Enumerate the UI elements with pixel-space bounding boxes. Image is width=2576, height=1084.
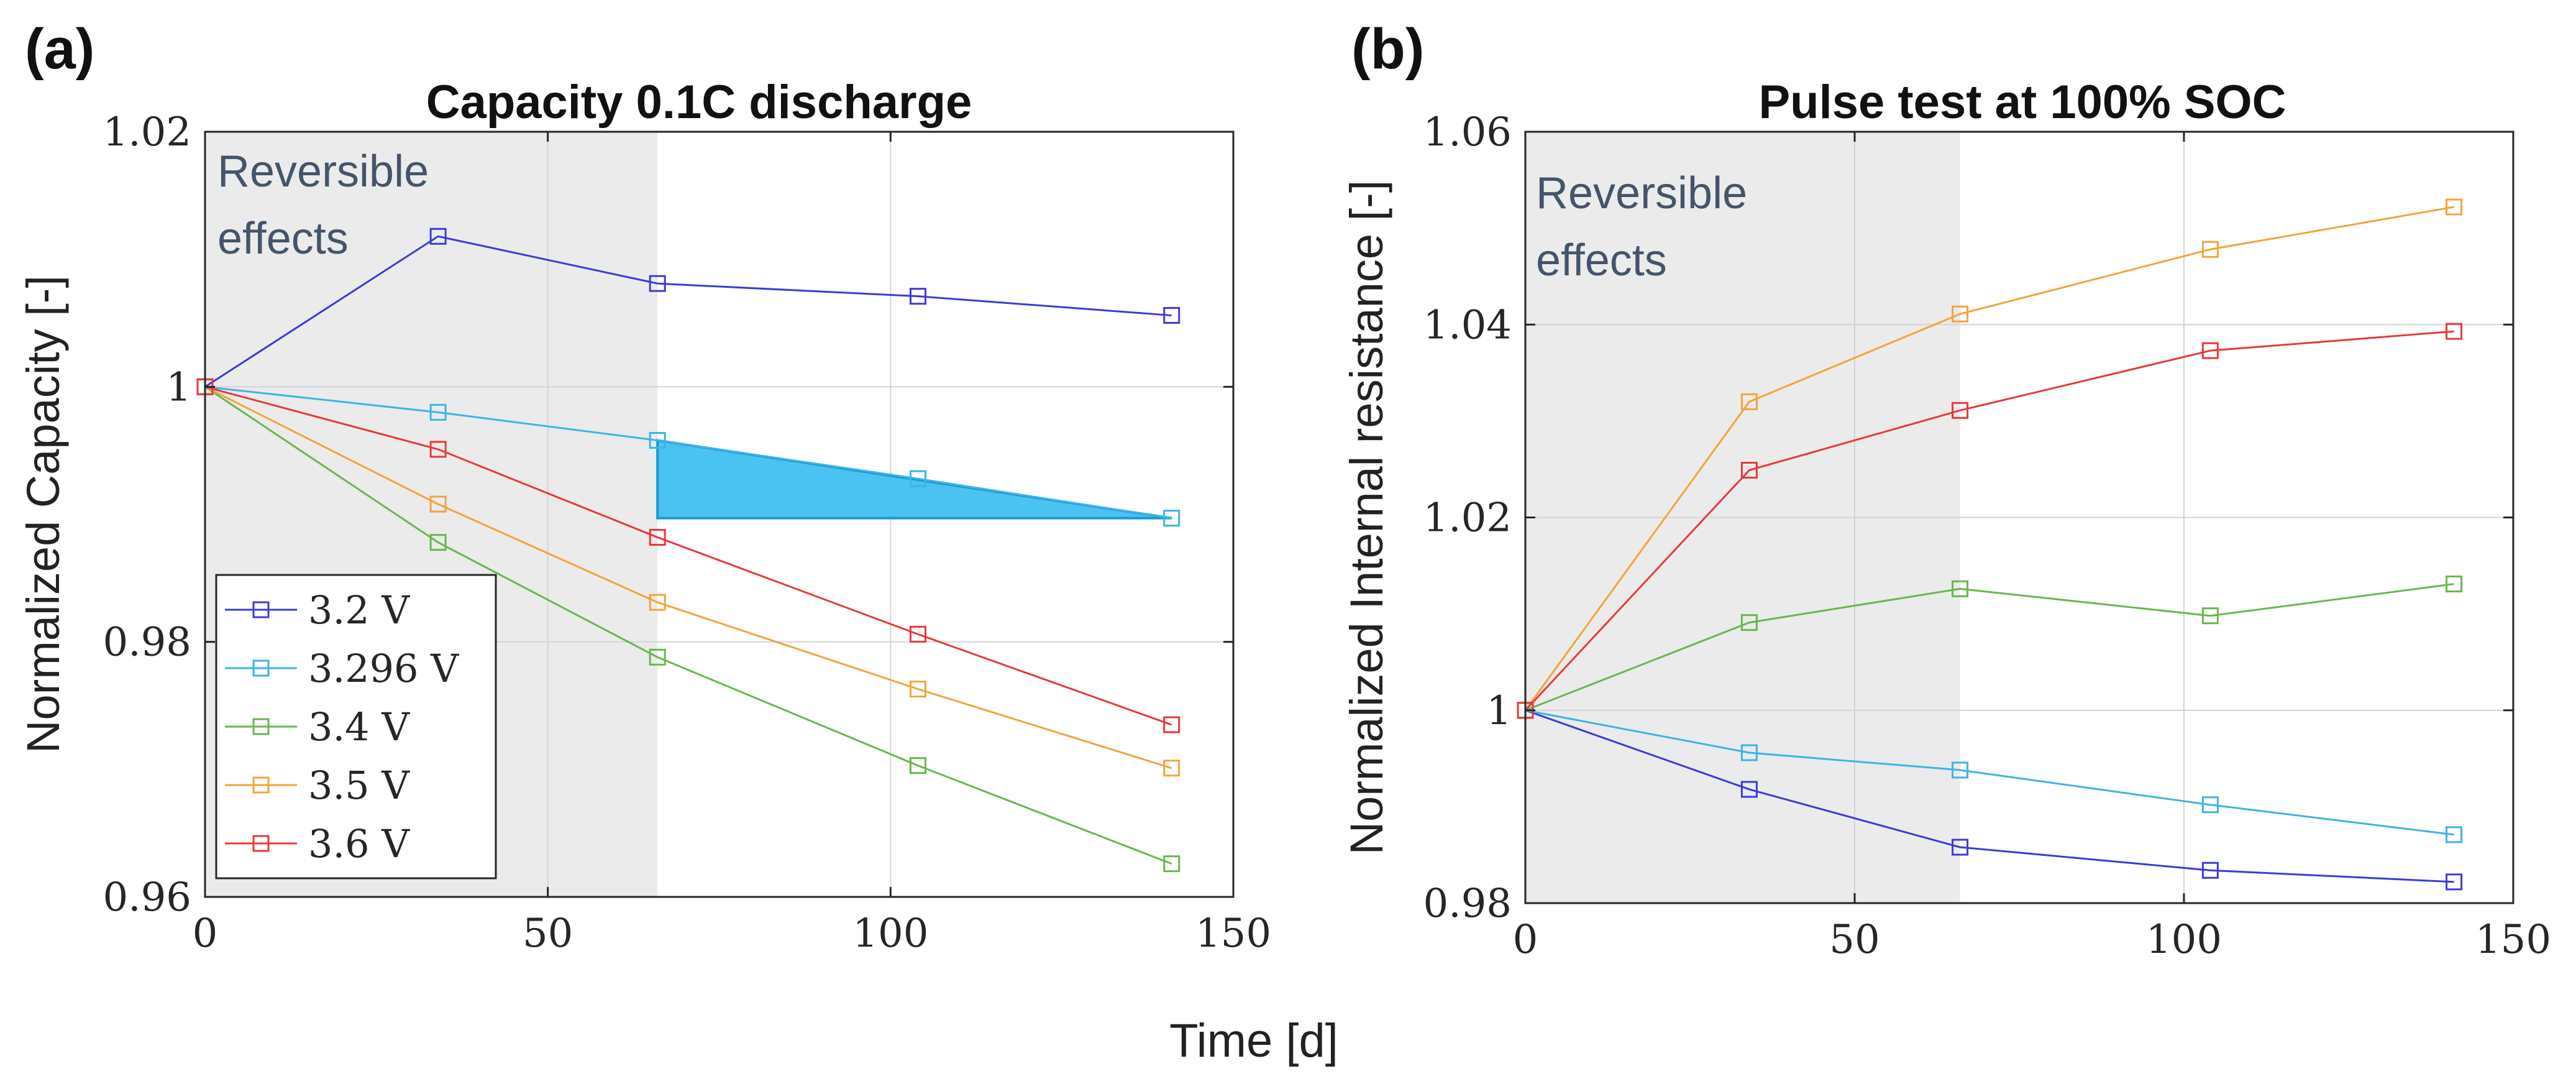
b-reversible-effects-label-line1: Reversible [1536, 168, 1747, 218]
a-data-point [1163, 760, 1181, 777]
panel-b: 0 50 100 150 0.98 1 1.02 1.04 1.06 (b) Pulse test … [1341, 17, 2551, 963]
legend-marker [252, 776, 270, 794]
a-y-tick-label: 1.02 [103, 109, 192, 155]
b-x-tick-label: 0 [1513, 917, 1538, 963]
a-data-point [649, 432, 666, 449]
b-reversible-effects-label-line2: effects [1536, 236, 1667, 285]
a-y-axis-label: Normalized Capacity [-] [17, 275, 69, 753]
a-data-point [649, 648, 666, 666]
legend-entry-label: 3.6 V [308, 821, 410, 866]
b-data-point [2201, 241, 2219, 258]
a-data-point [1163, 716, 1181, 733]
a-data-point [909, 470, 926, 487]
a-y-tick-label: 1 [166, 364, 191, 410]
legend-marker [252, 601, 270, 618]
a-data-point [649, 594, 666, 611]
a-data-point [429, 403, 447, 421]
a-data-point [1163, 306, 1181, 324]
b-data-point [2446, 198, 2463, 216]
b-data-point [1740, 461, 1758, 479]
a-reversible-effects-label-line1: Reversible [217, 147, 429, 196]
b-y-tick-label: 1 [1486, 688, 1512, 734]
a-data-point [909, 757, 926, 774]
b-chart-title: Pulse test at 100% SOC [1758, 76, 2286, 129]
b-x-tick-label: 150 [2475, 917, 2551, 963]
a-axes-box [204, 131, 1235, 898]
b-y-tick-label: 1.04 [1423, 302, 1512, 348]
a-data-point [429, 441, 447, 458]
b-y-tick-label: 0.98 [1423, 881, 1512, 927]
b-data-point [1740, 614, 1758, 632]
a-y-tick-label: 0.96 [103, 875, 192, 921]
b-data-point [2446, 323, 2463, 340]
a-y-tick-label: 0.98 [103, 620, 192, 666]
legend-marker [252, 718, 270, 735]
b-panel-label: (b) [1351, 17, 1424, 81]
a-x-tick-label: 150 [1195, 911, 1271, 957]
legend-marker [252, 659, 270, 677]
a-series-line [204, 385, 1172, 769]
a-data-point [429, 227, 447, 245]
a-data-point [649, 275, 666, 292]
b-data-point [1952, 580, 1969, 597]
a-reversible-effects-label-line2: effects [217, 214, 349, 264]
legend-entry-label: 3.2 V [308, 587, 410, 633]
legend-entry-label: 3.4 V [308, 704, 410, 750]
b-y-axis-label: Normalized Internal resistance [-] [1341, 180, 1392, 855]
a-series-line [204, 235, 1172, 388]
b-data-point [1740, 781, 1758, 798]
b-data-point [2201, 607, 2219, 625]
a-x-tick-label: 100 [852, 911, 928, 957]
legend-entry-label: 3.296 V [308, 646, 459, 691]
b-data-point [1740, 393, 1758, 410]
b-data-point [2446, 873, 2463, 891]
a-series-line [204, 385, 1172, 726]
b-data-point [2201, 861, 2219, 879]
b-y-tick-label: 1.06 [1423, 109, 1512, 155]
b-x-tick-label: 50 [1829, 917, 1879, 963]
legend-entry-label: 3.5 V [308, 763, 410, 808]
b-x-tick-label: 100 [2146, 917, 2222, 963]
b-data-point [1952, 305, 1969, 323]
b-series-line [1525, 709, 2454, 836]
a-data-point [909, 625, 926, 643]
b-data-point [2201, 342, 2219, 359]
a-panel-label: (a) [25, 17, 94, 81]
b-series-line [1525, 583, 2454, 712]
b-data-point [2446, 576, 2463, 593]
b-data-point [1952, 402, 1969, 419]
b-data-point [2201, 796, 2219, 814]
b-series-line [1524, 330, 2454, 711]
a-chart-title: Capacity 0.1C discharge [426, 76, 972, 129]
a-data-point [1163, 510, 1181, 527]
b-data-point [2446, 826, 2463, 843]
a-data-point [909, 288, 926, 305]
b-data-point [1740, 744, 1758, 761]
b-y-tick-label: 1.02 [1423, 495, 1512, 541]
a-series-line [204, 386, 1172, 865]
a-series-line [204, 385, 1172, 520]
a-data-point [649, 528, 666, 546]
b-data-point [1952, 838, 1969, 856]
panel-a: 0 50 100 150 0.96 0.98 1 1.02(a) Capacity 0.1C d… [17, 17, 1271, 957]
b-series-line [1525, 709, 2454, 883]
a-data-point [429, 534, 447, 551]
a-data-point [1163, 855, 1181, 873]
a-data-point [429, 495, 447, 513]
b-data-point [1952, 761, 1969, 779]
b-series-line [1524, 206, 2454, 711]
a-data-point [909, 681, 926, 698]
a-x-tick-label: 0 [193, 911, 218, 957]
legend-marker [252, 835, 270, 852]
a-x-tick-label: 50 [523, 911, 573, 957]
shared-x-axis-label: Time [d] [1169, 1014, 1338, 1067]
